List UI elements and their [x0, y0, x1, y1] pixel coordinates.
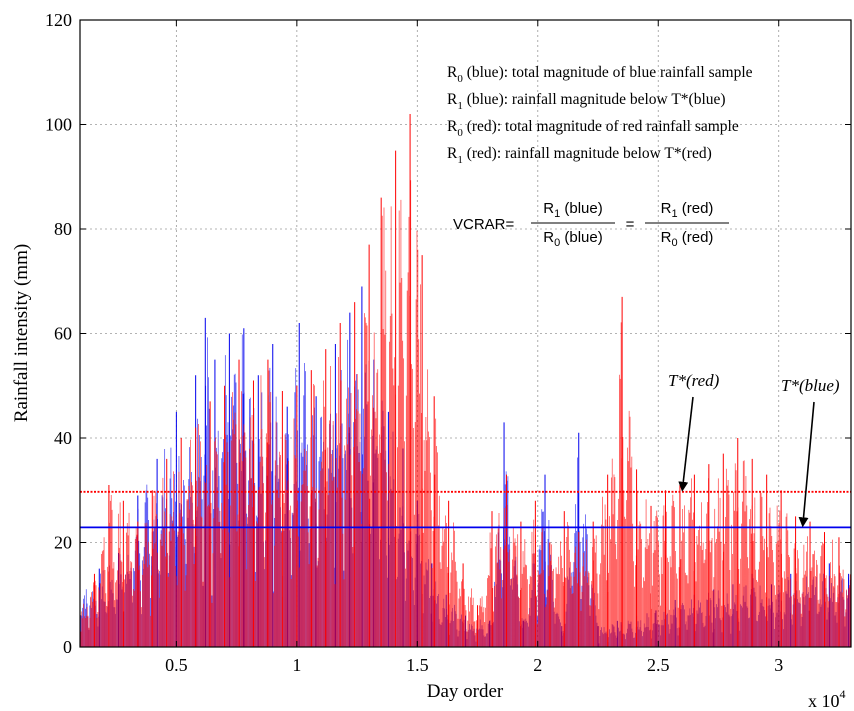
x-tick-label-3: 2	[533, 655, 542, 675]
x-axis-multiplier: x 104	[808, 687, 846, 711]
grid	[80, 20, 851, 647]
formula-frac-blue-denominator: R0 (blue)	[543, 229, 603, 249]
y-tick-label-0: 0	[63, 637, 72, 657]
series-red-rainfall	[80, 114, 851, 647]
x-tick-label-0: 0.5	[165, 655, 188, 675]
annotation-arrow-0	[678, 396, 694, 492]
annotation-arrow-1	[798, 401, 815, 528]
formula-lhs: VCRAR=	[453, 216, 515, 233]
y-tick-label-1: 20	[54, 533, 72, 553]
annotation-label-1: T*(blue)	[781, 376, 840, 395]
legend: R0 (blue): total magnitude of blue rainf…	[447, 64, 753, 166]
y-tick-label-4: 80	[54, 219, 72, 239]
x-tick-label-5: 3	[774, 655, 783, 675]
x-axis-label: Day order	[427, 681, 504, 702]
legend-entry-3: R1 (red): rainfall magnitude below T*(re…	[447, 145, 712, 166]
formula-frac-blue-numerator: R1 (blue)	[543, 200, 603, 220]
legend-entry-1: R1 (blue): rainfall magnitude below T*(b…	[447, 91, 726, 112]
y-tick-label-6: 120	[45, 10, 72, 30]
x-tick-label-2: 1.5	[406, 655, 429, 675]
formula-frac-red-denominator: R0 (red)	[661, 229, 714, 249]
y-tick-label-5: 100	[45, 115, 72, 135]
threshold-lines	[80, 490, 851, 529]
formula-frac-red-numerator: R1 (red)	[661, 200, 714, 220]
x-tick-label-1: 1	[292, 655, 301, 675]
formula-equals: =	[626, 216, 635, 233]
threshold-annotations: T*(red) T*(blue)	[668, 371, 840, 528]
legend-entry-2: R0 (red): total magnitude of red rainfal…	[447, 118, 739, 139]
y-axis: 0 20 40 60 80 100 120	[45, 10, 851, 657]
y-axis-label: Rainfall intensity (mm)	[11, 244, 32, 422]
x-tick-label-4: 2.5	[647, 655, 670, 675]
y-tick-label-2: 40	[54, 428, 72, 448]
annotation-label-0: T*(red)	[668, 371, 720, 390]
x-axis: 0.5 1 1.5 2 2.5 3	[165, 20, 783, 675]
vcrar-formula: VCRAR= R1 (blue) R0 (blue) = R1 (red) R0 (red…	[453, 200, 729, 249]
y-tick-label-3: 60	[54, 324, 72, 344]
legend-entry-0: R0 (blue): total magnitude of blue rainf…	[447, 64, 753, 85]
